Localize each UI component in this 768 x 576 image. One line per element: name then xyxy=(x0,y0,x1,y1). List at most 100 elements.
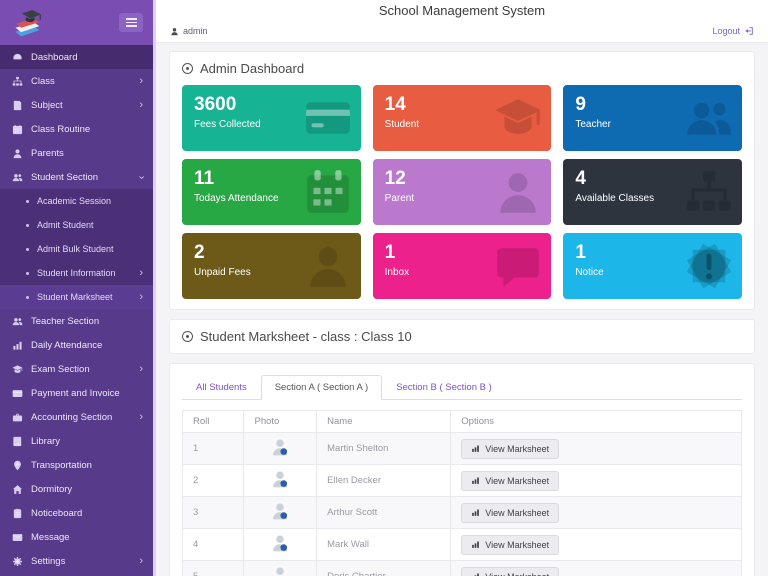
view-marksheet-button[interactable]: View Marksheet xyxy=(461,534,560,555)
stat-card-inbox[interactable]: 1 Inbox xyxy=(372,233,552,299)
person-avatar-icon xyxy=(270,565,290,576)
users-icon xyxy=(12,316,23,327)
marksheet-heading: Student Marksheet - class : Class 10 xyxy=(182,329,742,344)
menu-toggle-button[interactable] xyxy=(119,13,143,32)
admin-bar: admin Logout xyxy=(156,20,768,43)
sidebar-item-dormitory[interactable]: Dormitory xyxy=(0,477,153,501)
user-icon xyxy=(170,27,179,36)
stat-card-parent[interactable]: 12 Parent xyxy=(372,159,552,225)
view-marksheet-button[interactable]: View Marksheet xyxy=(461,566,560,576)
stat-card-unpaid-fees[interactable]: 2 Unpaid Fees xyxy=(182,233,361,299)
stat-value: 14 xyxy=(384,94,406,115)
sidebar-item-admit-bulk-student[interactable]: Admit Bulk Student xyxy=(0,237,153,261)
stat-card-fees-collected[interactable]: 3600 Fees Collected xyxy=(182,85,361,151)
roll-cell: 5 xyxy=(181,560,245,576)
stat-card-notice[interactable]: 1 Notice xyxy=(563,233,742,299)
table-header-row: Roll Photo Name Options xyxy=(181,410,742,433)
roll-cell: 4 xyxy=(181,528,245,561)
sidebar-item-student-information[interactable]: Student Information › xyxy=(0,261,153,285)
logout-link[interactable]: Logout xyxy=(712,26,754,36)
roll-cell: 1 xyxy=(181,432,245,465)
chevron-right-icon: › xyxy=(139,554,143,567)
sidebar: Dashboard Class › Subject › Class Routin… xyxy=(0,0,153,576)
sidebar-item-payment-and-invoice[interactable]: Payment and Invoice xyxy=(0,381,153,405)
options-cell: View Marksheet xyxy=(450,464,742,497)
sidebar-header xyxy=(0,0,153,45)
chevron-right-icon: › xyxy=(139,266,143,279)
sidebar-item-subject[interactable]: Subject › xyxy=(0,93,153,117)
bullet-icon xyxy=(26,199,29,203)
sidebar-item-student-marksheet[interactable]: Student Marksheet › xyxy=(0,285,153,309)
sidebar-item-library[interactable]: Library xyxy=(0,429,153,453)
username-label: admin xyxy=(183,26,208,36)
person-avatar-icon xyxy=(270,533,288,553)
chevron-right-icon: › xyxy=(139,98,143,111)
sidebar-item-parents[interactable]: Parents xyxy=(0,141,153,165)
tab-section-b[interactable]: Section B ( Section B ) xyxy=(396,382,492,393)
current-user[interactable]: admin xyxy=(170,26,208,36)
book-icon xyxy=(12,436,23,447)
roll-cell: 3 xyxy=(181,496,245,529)
tab-all-students[interactable]: All Students xyxy=(196,382,247,393)
student-section-submenu: Academic Session Admit Student Admit Bul… xyxy=(0,189,153,309)
options-cell: View Marksheet xyxy=(450,528,742,561)
sidebar-item-message[interactable]: Message xyxy=(0,525,153,549)
stat-label: Notice xyxy=(575,266,604,278)
burst-icon xyxy=(684,241,734,291)
sign-out-icon xyxy=(744,26,754,36)
photo-cell xyxy=(243,528,318,561)
chart-bars-icon xyxy=(471,444,480,453)
view-marksheet-button[interactable]: View Marksheet xyxy=(461,438,560,459)
circle-dot-icon xyxy=(182,63,193,74)
stat-label: Student xyxy=(384,118,420,130)
stat-value: 1 xyxy=(384,242,396,263)
sidebar-item-student-section[interactable]: Student Section › xyxy=(0,165,153,189)
sidebar-item-daily-attendance[interactable]: Daily Attendance xyxy=(0,333,153,357)
column-header-roll: Roll xyxy=(181,410,245,433)
photo-cell xyxy=(243,464,318,497)
chevron-down-icon: › xyxy=(135,175,148,179)
sidebar-nav: Dashboard Class › Subject › Class Routin… xyxy=(0,45,153,573)
column-header-name: Name xyxy=(316,410,452,433)
stat-label: Inbox xyxy=(384,266,410,278)
bullet-icon xyxy=(26,271,29,275)
home-icon xyxy=(12,484,23,495)
stat-card-student[interactable]: 14 Student xyxy=(372,85,552,151)
stat-card-todays-attendance[interactable]: 11 Todays Attendance xyxy=(182,159,361,225)
view-marksheet-button[interactable]: View Marksheet xyxy=(461,470,560,491)
sidebar-item-accounting-section[interactable]: Accounting Section › xyxy=(0,405,153,429)
marksheet-heading-panel: Student Marksheet - class : Class 10 xyxy=(169,319,755,354)
column-header-options: Options xyxy=(450,410,742,433)
sidebar-item-exam-section[interactable]: Exam Section › xyxy=(0,357,153,381)
table-row: 4 Mark Wall View Marksheet xyxy=(181,528,742,561)
sidebar-item-class-routine[interactable]: Class Routine xyxy=(0,117,153,141)
sidebar-divider xyxy=(153,0,156,576)
bullet-icon xyxy=(26,223,29,227)
sidebar-item-admit-student[interactable]: Admit Student xyxy=(0,213,153,237)
chart-bars-icon xyxy=(471,540,480,549)
tab-section-a[interactable]: Section A ( Section A ) xyxy=(260,375,383,400)
sidebar-item-academic-session[interactable]: Academic Session xyxy=(0,189,153,213)
stat-value: 4 xyxy=(575,168,586,189)
options-cell: View Marksheet xyxy=(450,432,742,465)
stat-label: Unpaid Fees xyxy=(194,266,251,278)
sidebar-item-class[interactable]: Class › xyxy=(0,69,153,93)
main-area: School Management System admin Logout Ad… xyxy=(156,0,768,576)
view-marksheet-button[interactable]: View Marksheet xyxy=(461,502,560,523)
sidebar-item-noticeboard[interactable]: Noticeboard xyxy=(0,501,153,525)
stat-value: 2 xyxy=(194,242,205,263)
sidebar-item-settings[interactable]: Settings › xyxy=(0,549,153,573)
students-table: Roll Photo Name Options 1 Martin Sh xyxy=(181,410,742,576)
stat-card-teacher[interactable]: 9 Teacher xyxy=(563,85,742,151)
comment-icon xyxy=(493,241,543,291)
chevron-right-icon: › xyxy=(139,290,143,303)
stat-card-available-classes[interactable]: 4 Available Classes xyxy=(563,159,742,225)
options-cell: View Marksheet xyxy=(450,496,742,529)
sidebar-item-transportation[interactable]: Transportation xyxy=(0,453,153,477)
table-row: 3 Arthur Scott View Marksheet xyxy=(181,496,742,529)
envelope-icon xyxy=(12,532,23,543)
sidebar-item-dashboard[interactable]: Dashboard xyxy=(0,45,153,69)
bullet-icon xyxy=(26,247,29,251)
sidebar-item-teacher-section[interactable]: Teacher Section xyxy=(0,309,153,333)
